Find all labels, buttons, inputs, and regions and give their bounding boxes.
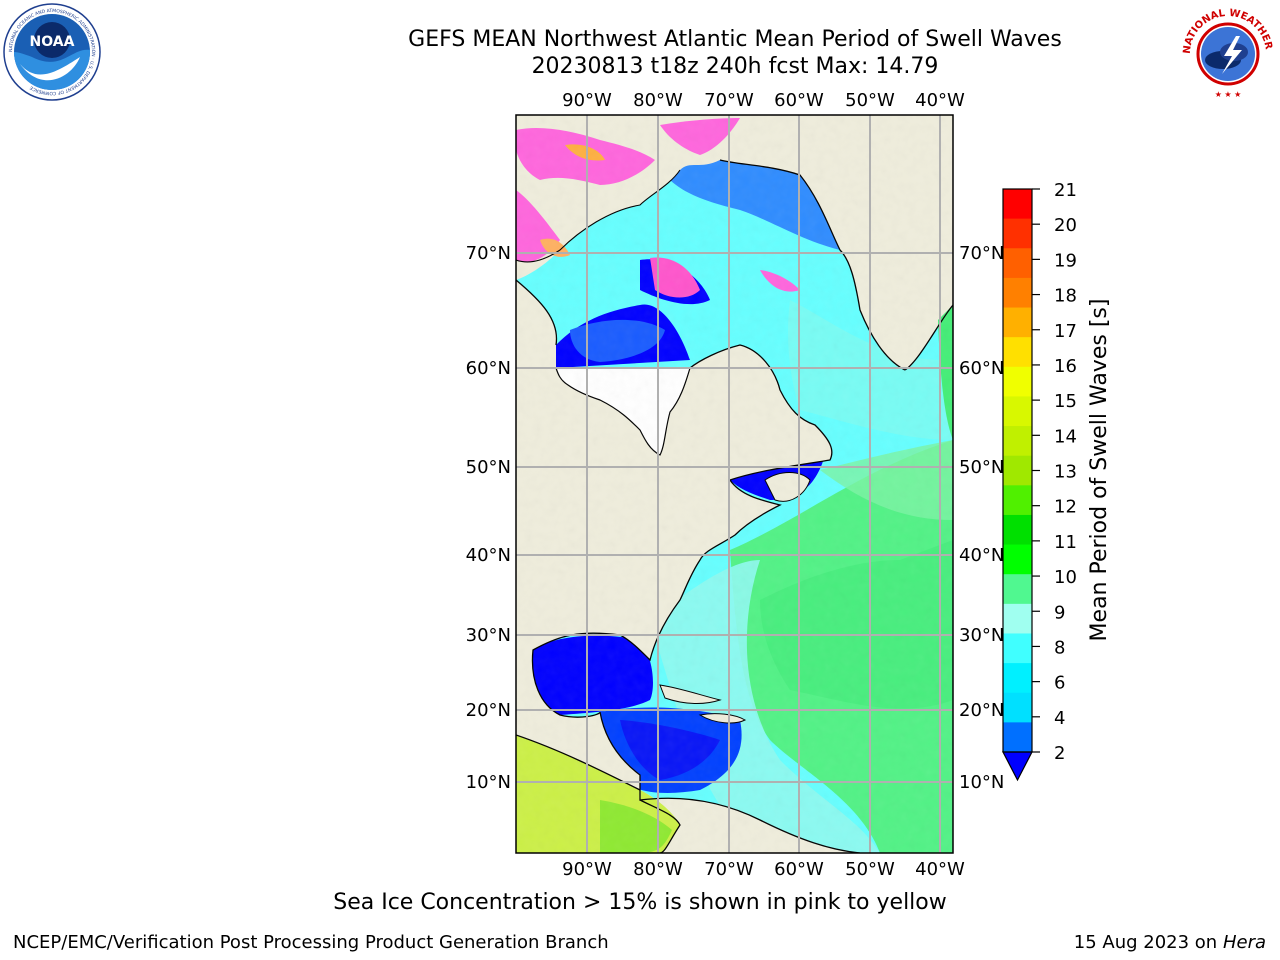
colorbar-title: Mean Period of Swell Waves [s] [1087,299,1112,642]
longitude-label: 50°W [845,90,895,111]
colorbar-tick-label: 8 [1054,637,1065,658]
colorbar-segment [1003,455,1032,486]
latitude-label: 10°N [959,772,1004,793]
colorbar-under-arrow [1002,751,1033,782]
colorbar-segment [1003,485,1032,516]
colorbar-tick-label: 9 [1054,602,1065,623]
latitude-label: 20°N [466,700,511,721]
latitude-label: 30°N [466,625,511,646]
map-panel [516,115,953,853]
longitude-label: 80°W [633,90,683,111]
run-date: 15 Aug 2023 on Hera [1073,932,1266,953]
colorbar-tick-label: 19 [1054,250,1077,271]
map-frame [515,114,954,854]
latitude-label: 50°N [466,457,511,478]
colorbar-tick-label: 4 [1054,708,1065,729]
latitude-label: 40°N [959,545,1004,566]
longitude-label: 60°W [774,90,824,111]
colorbar-tick-label: 6 [1054,673,1065,694]
longitude-label: 90°W [562,90,612,111]
longitude-label: 90°W [562,859,612,880]
colorbar-tick-label: 18 [1054,286,1077,307]
latitude-label: 70°N [959,243,1004,264]
colorbar-segment [1003,366,1032,397]
colorbar-segment [1003,277,1032,309]
longitude-label: 50°W [845,859,895,880]
machine-name: Hera [1222,932,1266,953]
colorbar-tick-label: 17 [1054,321,1077,342]
colorbar-tick-label: 20 [1054,215,1077,236]
colorbar-segment [1003,722,1032,753]
noaa-logo: NOAA NATIONAL OCEANIC AND ATMOSPHERIC AD… [3,3,101,101]
longitude-label: 40°W [915,859,965,880]
nws-stars: ★ ★ ★ [1215,90,1242,99]
latitude-label: 10°N [466,772,511,793]
latitude-label: 20°N [959,700,1004,721]
longitude-label: 60°W [774,859,824,880]
colorbar-segment [1003,603,1032,634]
colorbar-tick-label: 16 [1054,356,1077,377]
colorbar-segment [1003,189,1032,220]
latitude-label: 50°N [959,457,1004,478]
colorbar-tick-label: 21 [1054,180,1077,201]
colorbar-segment [1003,426,1032,457]
latitude-label: 30°N [959,625,1004,646]
map-figure: 90°W 90°W 80°W 80°W 70°W 70°W 60°W 60°W 50°W 50°W… [466,90,1112,880]
graticule [516,115,953,853]
colorbar-segment [1003,633,1032,664]
longitude-label: 70°W [704,90,754,111]
latitude-label: 40°N [466,545,511,566]
colorbar-segment [1003,307,1032,338]
latitude-label: 70°N [466,243,511,264]
longitude-label: 70°W [704,859,754,880]
colorbar-tick-label: 12 [1054,497,1077,518]
colorbar-tick-label: 15 [1054,391,1077,412]
noaa-logo-text: NOAA [30,34,75,50]
sea-ice-note: Sea Ice Concentration > 15% is shown in … [333,890,947,915]
colorbar-tick-label: 2 [1054,743,1065,764]
chart-title: GEFS MEAN Northwest Atlantic Mean Period… [408,27,1062,52]
branch-credit: NCEP/EMC/Verification Post Processing Pr… [13,932,609,953]
colorbar-segment [1003,396,1032,427]
chart-subtitle: 20230813 t18z 240h fcst Max: 14.79 [531,54,939,79]
colorbar-segment [1003,663,1032,694]
colorbar-segment [1003,514,1032,546]
longitude-label: 80°W [633,859,683,880]
colorbar-segment [1003,544,1032,575]
colorbar-tick-label: 11 [1054,532,1077,553]
colorbar-segment [1003,574,1032,605]
colorbar-tick-label: 13 [1054,462,1077,483]
colorbar-segment [1003,337,1032,368]
longitude-label: 40°W [915,90,965,111]
colorbar-segment [1003,248,1032,279]
colorbar-tick-label: 14 [1054,426,1077,447]
nws-logo: NATIONAL WEATHER SERVICE ★ ★ ★ [1178,2,1275,99]
colorbar: 21 20 19 18 17 16 15 14 13 12 11 10 9 8 6 4 2 [1002,180,1077,782]
colorbar-segment [1003,692,1032,723]
latitude-label: 60°N [959,358,1004,379]
colorbar-segment [1003,218,1032,249]
latitude-label: 60°N [466,358,511,379]
colorbar-tick-label: 10 [1054,567,1077,588]
